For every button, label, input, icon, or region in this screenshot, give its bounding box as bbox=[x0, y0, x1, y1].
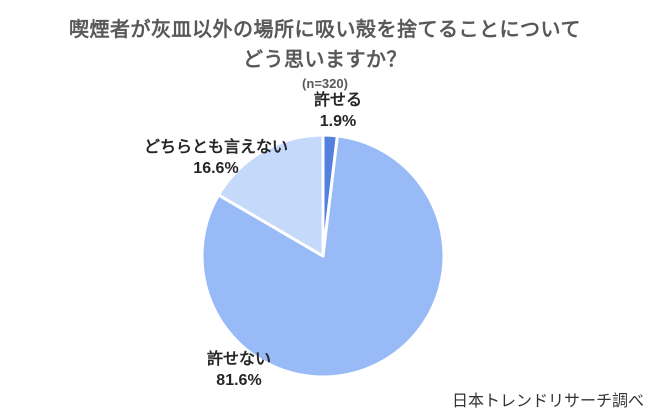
slice-label-name: 許せる bbox=[313, 92, 363, 109]
slice-label-yuruseru: 許せる 1.9% bbox=[314, 90, 362, 132]
source-credit: 日本トレンドリサーチ調べ bbox=[451, 393, 644, 410]
slice-label-yurusenai: 許せない 81.6% bbox=[207, 349, 271, 391]
chart-title: 喫煙者が灰皿以外の場所に吸い殻を捨てることについて どう思いますか？ bbox=[0, 15, 650, 75]
slice-label-value: 81.6% bbox=[216, 372, 262, 389]
slice-label-value: 16.6% bbox=[193, 160, 239, 177]
slice-label-dochiratomo: どちらとも言えない 16.6% bbox=[144, 137, 288, 179]
chart-title-line1: 喫煙者が灰皿以外の場所に吸い殻を捨てることについて bbox=[69, 19, 581, 41]
sample-size-label: (n=320) bbox=[302, 76, 348, 91]
slice-label-name: どちらとも言えない bbox=[143, 139, 289, 156]
chart-title-line2: どう思いますか？ bbox=[243, 49, 407, 71]
slice-label-name: 許せない bbox=[206, 351, 272, 368]
slice-label-value: 1.9% bbox=[319, 113, 357, 130]
pie-slice-2 bbox=[217, 133, 325, 258]
